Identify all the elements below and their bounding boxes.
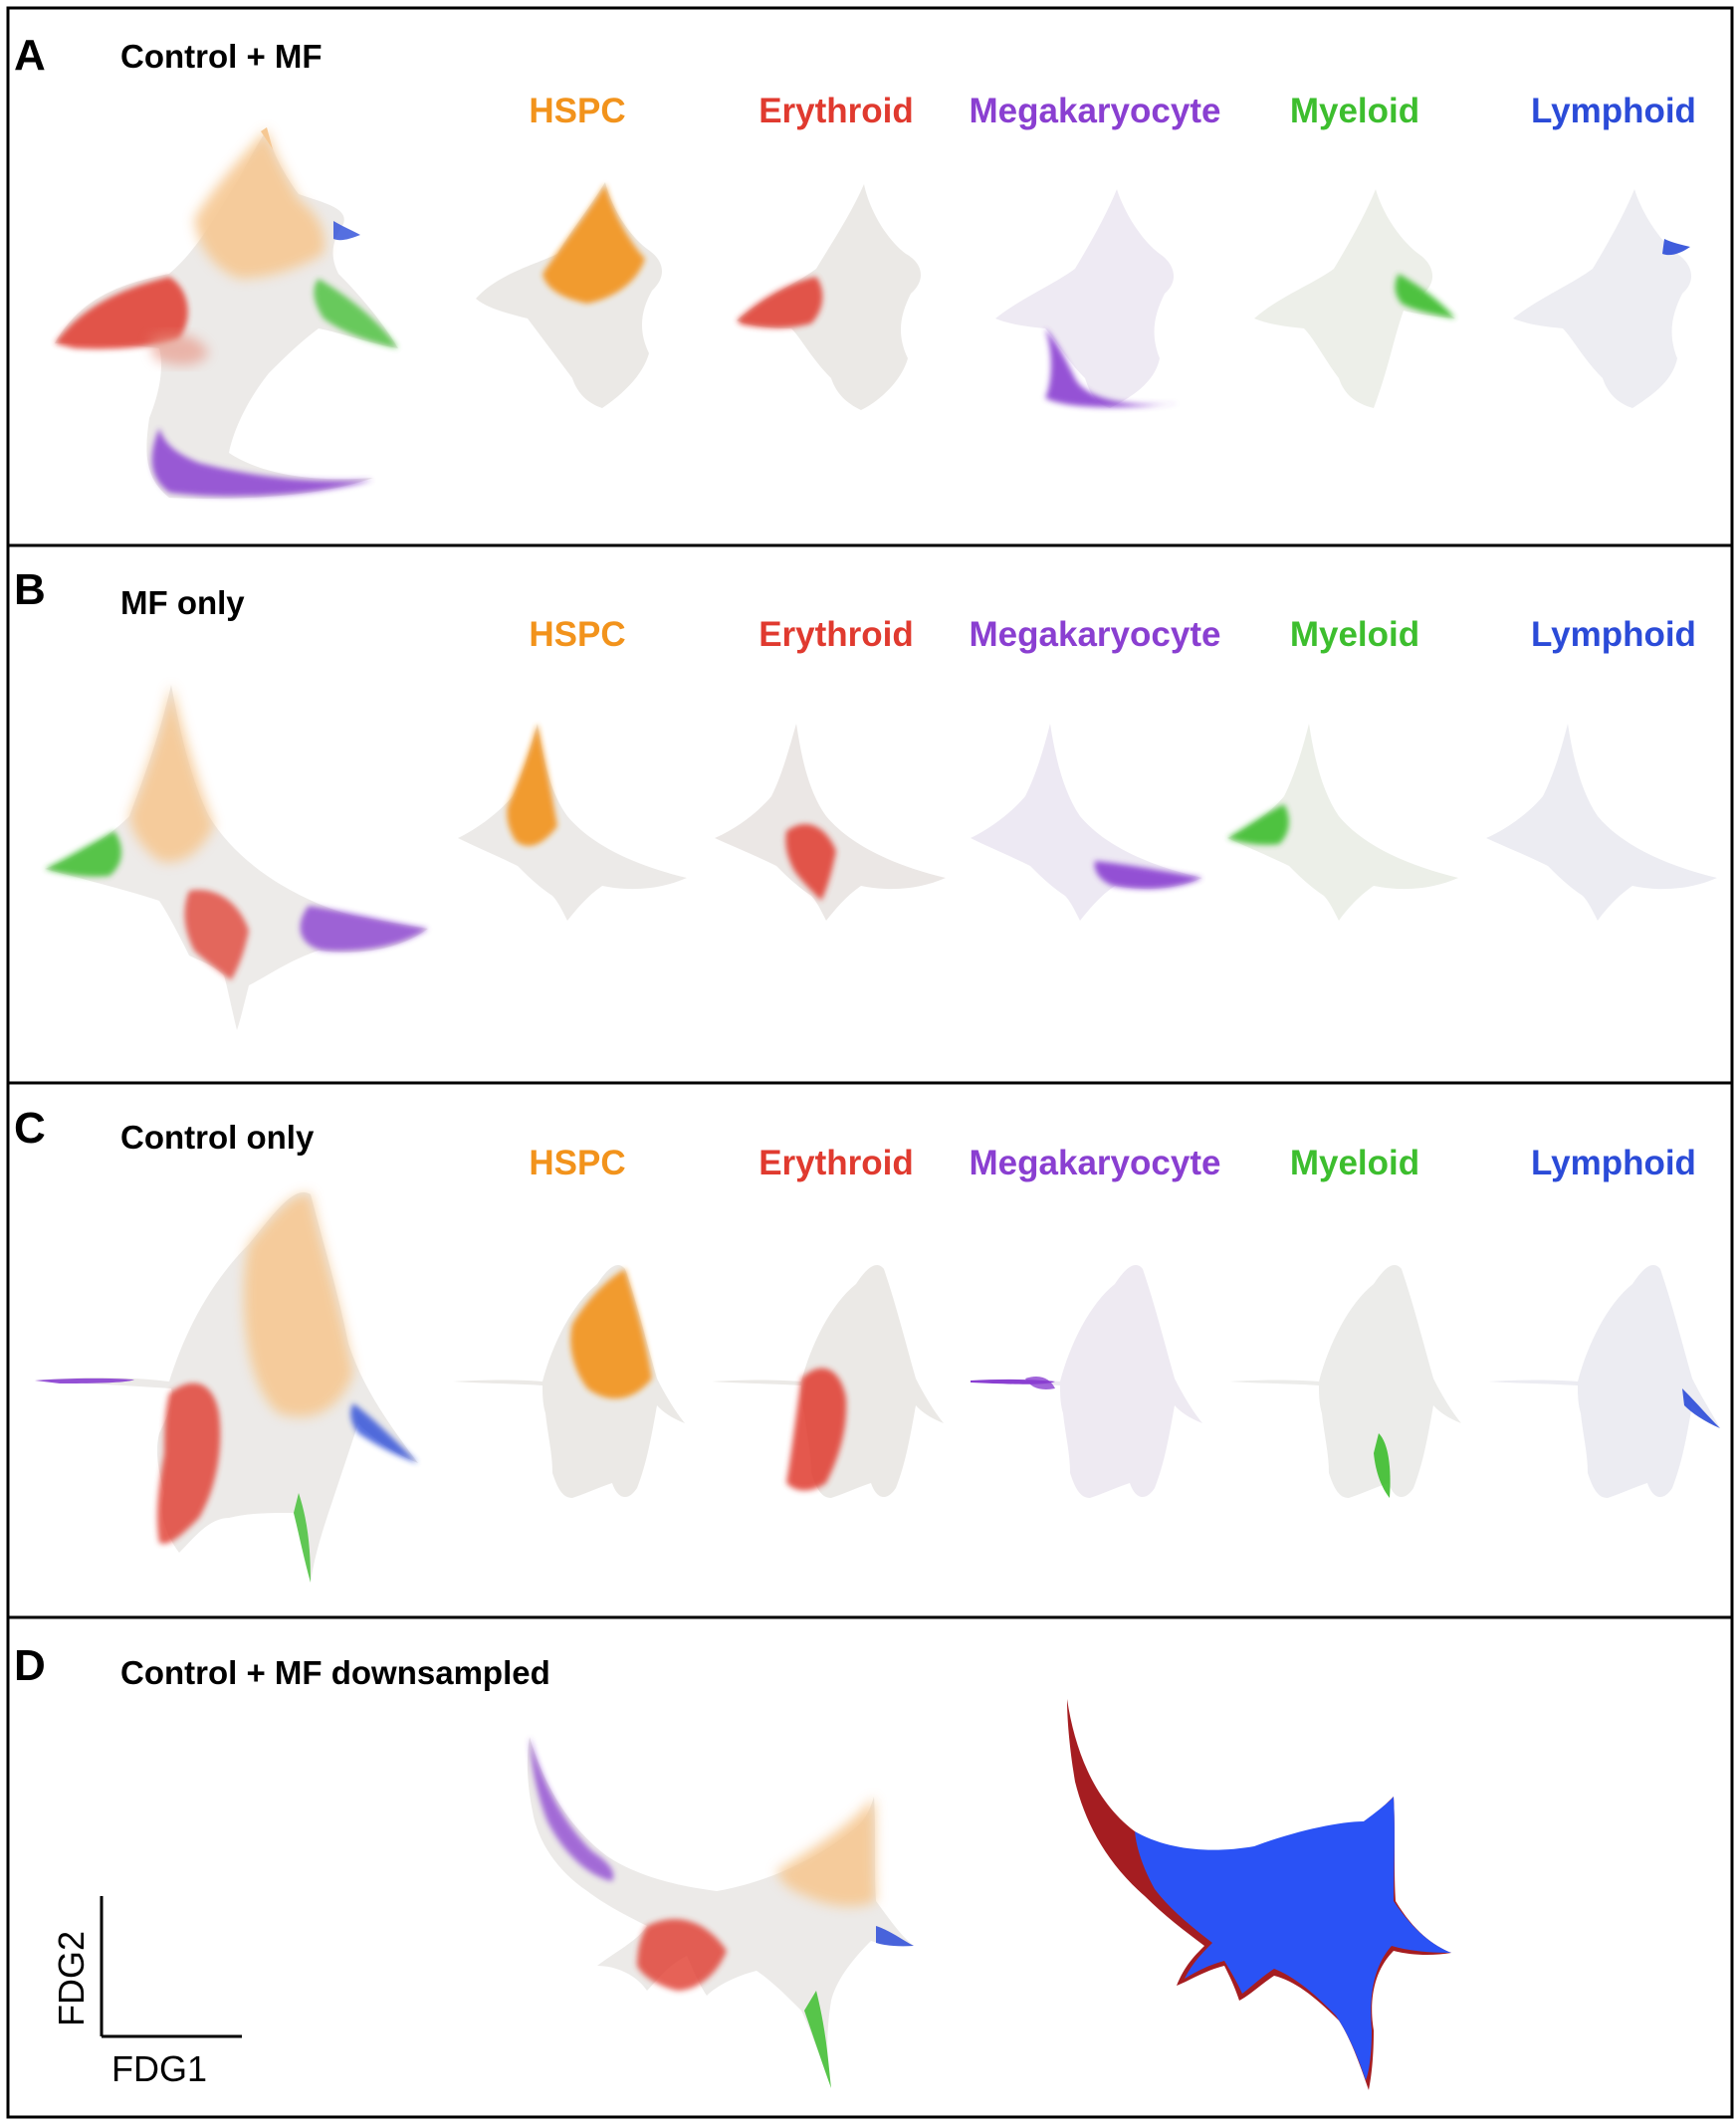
panel-c-label-megakaryocyte: Megakaryocyte xyxy=(970,1144,1221,1182)
fdg2-axis-label: FDG2 xyxy=(51,1931,92,2026)
panel-b-lymphoid-embedding xyxy=(1486,724,1717,921)
panel-a-title: Control + MF xyxy=(120,38,323,75)
panel-a-hspc-embedding xyxy=(476,182,663,408)
panel-a-erythroid-embedding xyxy=(737,184,922,410)
panel-b-megakaryocyte-embedding xyxy=(971,724,1202,921)
panel-b-label-hspc: HSPC xyxy=(529,615,625,654)
panel-a-label-myeloid: Myeloid xyxy=(1290,92,1419,130)
panel-d-downsampled-lineage-embedding xyxy=(527,1737,914,2088)
panel-b-label-lymphoid: Lymphoid xyxy=(1531,615,1696,654)
panel-c-erythroid-embedding xyxy=(712,1264,944,1498)
panel-b-label-megakaryocyte: Megakaryocyte xyxy=(970,615,1221,654)
panel-c-main-embedding xyxy=(35,1192,418,1583)
panel-a-main-embedding xyxy=(55,127,398,499)
panel-b-erythroid-embedding xyxy=(715,724,946,921)
panel-b-letter: B xyxy=(14,565,46,614)
panel-b-myeloid-embedding xyxy=(1227,724,1458,921)
panel-d-frame xyxy=(6,1615,1734,2119)
panel-b-main-embedding xyxy=(45,685,428,1030)
panel-c-label-myeloid: Myeloid xyxy=(1290,1144,1419,1182)
panel-d-title: Control + MF downsampled xyxy=(120,1654,550,1691)
panel-a-label-lymphoid: Lymphoid xyxy=(1531,92,1696,130)
panel-a-label-megakaryocyte: Megakaryocyte xyxy=(970,92,1221,130)
panel-c-megakaryocyte-embedding xyxy=(971,1264,1202,1498)
fdg1-axis-label: FDG1 xyxy=(111,2048,207,2089)
panel-c-label-lymphoid: Lymphoid xyxy=(1531,1144,1696,1182)
panel-c-label-hspc: HSPC xyxy=(529,1144,625,1182)
panel-a-myeloid-embedding xyxy=(1254,189,1455,408)
panel-c-title: Control only xyxy=(120,1119,315,1156)
panel-d-letter: D xyxy=(14,1641,46,1690)
panel-a-lymphoid-embedding xyxy=(1513,189,1692,408)
panel-a-label-hspc: HSPC xyxy=(529,92,625,130)
panel-a-label-erythroid: Erythroid xyxy=(759,92,914,130)
panel-a-megakaryocyte-embedding xyxy=(995,189,1180,408)
panel-c-hspc-embedding xyxy=(453,1264,685,1498)
panel-c-letter: C xyxy=(14,1104,46,1153)
panel-b-label-myeloid: Myeloid xyxy=(1290,615,1419,654)
panel-b-title: MF only xyxy=(120,584,245,621)
panel-c-myeloid-embedding xyxy=(1229,1264,1461,1498)
panel-d-downsampled-dataset-embedding xyxy=(1067,1699,1451,2090)
panel-b-label-erythroid: Erythroid xyxy=(759,615,914,654)
panel-b-hspc-embedding xyxy=(458,724,687,921)
panel-c-lymphoid-embedding xyxy=(1488,1264,1720,1498)
panel-a-letter: A xyxy=(14,31,46,80)
panel-c-label-erythroid: Erythroid xyxy=(759,1144,914,1182)
